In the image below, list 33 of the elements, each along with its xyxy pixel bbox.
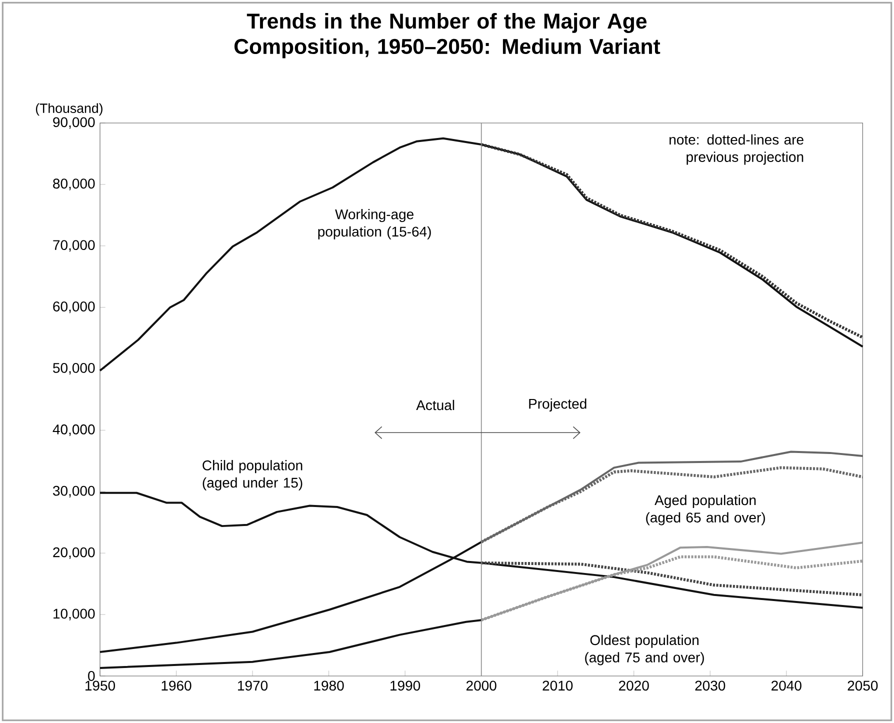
y-tick-label: 30,000 [52, 486, 95, 498]
x-tick-label: 2020 [619, 680, 649, 691]
x-tick-label: 1960 [162, 680, 192, 691]
annotation: Projected [529, 398, 586, 412]
y-tick-label: 90,000 [53, 117, 95, 129]
y-tick-label: 20,000 [53, 547, 95, 559]
chart-title: Trends in the Number of the Major Age Composition, 1950–2050: Medium Variant [234, 13, 660, 58]
y-tick-label: 40,000 [52, 424, 95, 436]
annotation: Child population (aged under 15) [202, 460, 302, 490]
annotation: note: dotted-lines are previous projection [670, 134, 804, 165]
x-tick-label: 2040 [772, 680, 802, 691]
y-tick-label: 80,000 [53, 178, 95, 190]
y-tick-label: 60,000 [53, 302, 95, 314]
annotation: Actual [416, 400, 454, 410]
line-series [480, 143, 864, 339]
annotation: Aged population (aged 65 and over) [646, 494, 765, 526]
annotation: Working-age population (15-64) [318, 209, 431, 240]
y-tick-label: 50,000 [53, 362, 95, 375]
y-tick-label: 10,000 [54, 608, 95, 620]
x-tick-label: 2000 [466, 680, 496, 691]
annotation: Oldest population (aged 75 and over) [585, 634, 704, 666]
x-tick-label: 1980 [314, 680, 344, 691]
x-tick-label: 1970 [238, 680, 268, 691]
line-series [99, 619, 482, 669]
y-tick-label: 70,000 [53, 240, 95, 252]
y-axis-title: (Thousand) [36, 103, 102, 116]
x-tick-label: 1990 [390, 680, 420, 691]
x-tick-label: 2030 [695, 680, 726, 691]
line-series [480, 561, 864, 596]
x-tick-label: 1950 [85, 680, 116, 691]
x-tick-label: 2050 [848, 680, 878, 691]
y-tick-label: 0 [88, 671, 95, 681]
x-tick-label: 2010 [542, 680, 573, 691]
